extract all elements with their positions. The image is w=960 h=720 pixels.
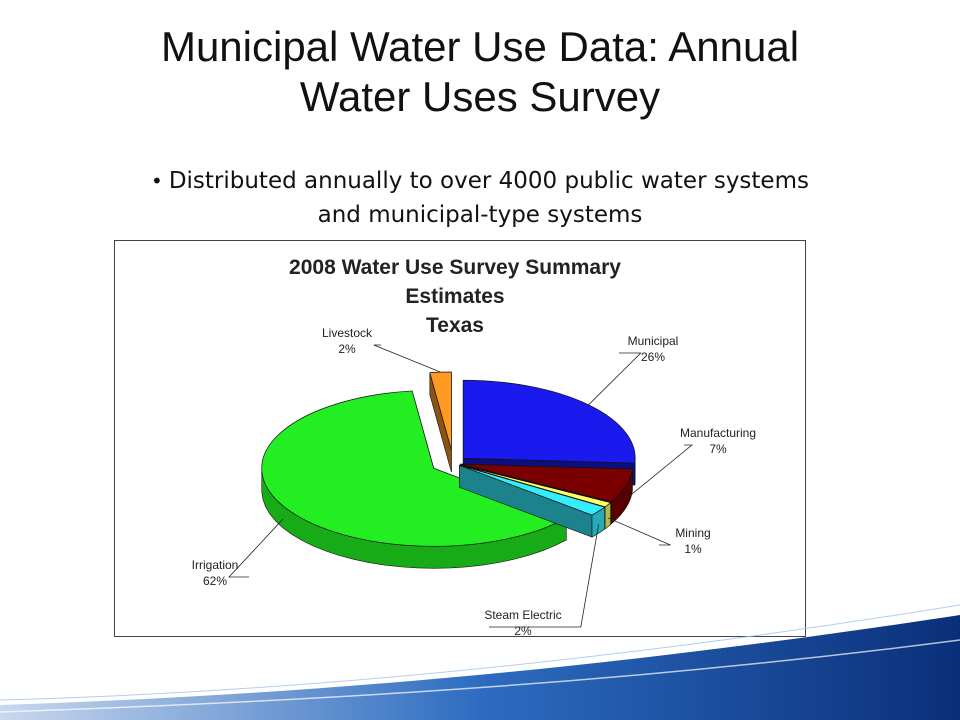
pie-slice-steam-electric (459, 464, 606, 538)
pie-slice-livestock (429, 371, 452, 473)
slice-label-name: Mining (675, 526, 710, 540)
bullet-line2: and municipal-type systems (317, 202, 643, 228)
slice-label-name: Steam Electric (484, 608, 561, 622)
leader-line (588, 352, 642, 406)
bullet-dot-icon: • (151, 169, 163, 193)
slice-label-value: 7% (709, 442, 727, 456)
slice-label-value: 1% (684, 542, 702, 556)
leader-line (373, 344, 441, 373)
slice-label-name: Municipal (628, 334, 679, 348)
chart-title-line2: Estimates (405, 285, 505, 308)
leader-line (625, 444, 694, 500)
slice-label-name: Irrigation (192, 558, 239, 572)
slice-label-value: 2% (338, 342, 356, 356)
chart-title-line3: Texas (426, 314, 484, 337)
slide-title-line2: Water Uses Survey (299, 73, 661, 120)
bullet-text: • Distributed annually to over 4000 publi… (110, 164, 850, 232)
slice-label-name: Manufacturing (680, 426, 756, 440)
slice-label-value: 62% (203, 574, 227, 588)
leader-line (489, 524, 600, 628)
chart-title: 2008 Water Use Survey Summary Estimates … (115, 253, 795, 340)
chart-title-line1: 2008 Water Use Survey Summary (289, 256, 621, 279)
slice-label-value: 26% (641, 350, 665, 364)
decorative-wave-banner (0, 604, 960, 720)
chart-frame: 2008 Water Use Survey Summary Estimates … (114, 240, 806, 637)
pie-chart: Municipal 26% Manufacturing 7% Mining 1% Steam… (192, 326, 756, 636)
leader-line (228, 518, 284, 578)
slide-title-line1: Municipal Water Use Data: Annual (160, 23, 800, 70)
bullet-line1: Distributed annually to over 4000 public… (168, 168, 809, 194)
leader-line (607, 517, 671, 546)
slide-title: Municipal Water Use Data: Annual Water U… (60, 22, 900, 122)
slice-label-name: Livestock (322, 326, 373, 340)
slice-label-value: 2% (514, 624, 532, 636)
